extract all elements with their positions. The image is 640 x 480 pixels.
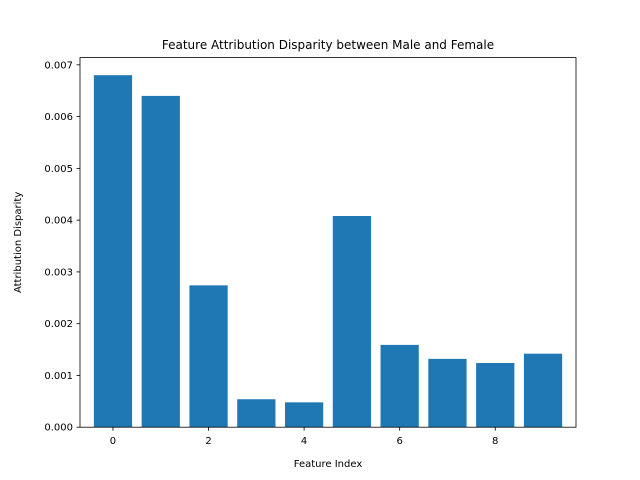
- y-tick-label: 0.003: [44, 267, 73, 278]
- bar-feature-7: [428, 358, 467, 428]
- x-tick-label: 6: [396, 436, 402, 447]
- plot-frame: [79, 57, 577, 428]
- y-axis-label: Attribution Disparity: [13, 192, 24, 293]
- x-tick-label: 2: [205, 436, 211, 447]
- bar-feature-0: [93, 75, 133, 428]
- y-tick-label: 0.005: [44, 164, 73, 175]
- x-axis-ticks: 0 2 4 6 8: [110, 427, 498, 447]
- bar-feature-3: [237, 399, 276, 428]
- x-tick-label: 4: [301, 436, 307, 447]
- y-axis-ticks: 0.000 0.001 0.002 0.003 0.004 0.005 0.006 0.007: [44, 60, 80, 434]
- bars-group: [93, 75, 563, 428]
- bar-feature-5: [332, 216, 372, 428]
- bar-feature-8: [476, 363, 515, 428]
- x-tick-label: 8: [492, 436, 498, 447]
- bar-feature-1: [141, 95, 180, 428]
- y-tick-label: 0.000: [44, 423, 73, 434]
- bar-feature-6: [380, 344, 419, 428]
- y-tick-label: 0.001: [44, 371, 73, 382]
- y-tick-label: 0.007: [44, 60, 73, 71]
- y-tick-label: 0.006: [44, 112, 73, 123]
- chart-title: Feature Attribution Disparity between Ma…: [162, 38, 494, 52]
- y-tick-label: 0.002: [44, 319, 73, 330]
- bar-feature-4: [284, 402, 324, 428]
- bar-feature-9: [523, 353, 563, 428]
- bar-feature-2: [189, 285, 228, 428]
- x-axis-label: Feature Index: [294, 459, 363, 470]
- y-tick-label: 0.004: [44, 216, 73, 227]
- x-tick-label: 0: [110, 436, 116, 447]
